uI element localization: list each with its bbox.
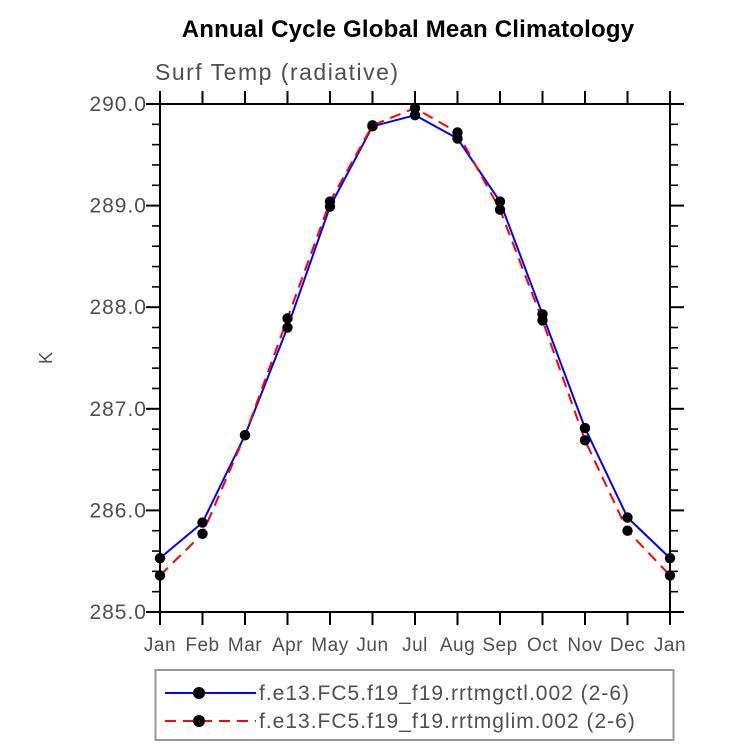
plot-frame: [159, 103, 671, 613]
series-1-line: [159, 107, 671, 577]
x-tick-label: Mar: [228, 635, 262, 656]
series-0-marker: [197, 517, 208, 528]
series-0-marker: [154, 552, 166, 564]
x-tick-label: Jul: [402, 635, 428, 656]
series-0-marker: [579, 422, 591, 434]
series-0-marker: [664, 552, 676, 564]
y-tick-label: 285.0: [89, 601, 147, 624]
y-tick-label: 286.0: [89, 499, 147, 522]
chart-title: Annual Cycle Global Mean Climatology: [182, 16, 635, 43]
legend-label-lim: f.e13.FC5.f19_f19.rrtmglim.002 (2-6): [259, 710, 636, 733]
x-tick-label: Jun: [356, 635, 388, 656]
x-tick-label: May: [311, 635, 348, 656]
series-1-marker: [537, 315, 548, 326]
y-tick-label: 288.0: [89, 296, 147, 319]
series-1-marker: [494, 204, 506, 215]
series-1-marker: [239, 430, 251, 441]
legend-entry-lim: f.e13.FC5.f19_f19.rrtmglim.002 (2-6): [165, 710, 636, 733]
y-tick-label: 287.0: [89, 398, 147, 421]
legend-box: [154, 669, 675, 741]
legend-marker-circle: [193, 687, 205, 699]
legend-marker-circle: [193, 715, 205, 727]
series-0-marker: [282, 322, 293, 333]
legend-entry-ctl: f.e13.FC5.f19_f19.rrtmgctl.002 (2-6): [165, 682, 630, 705]
series-0-marker: [494, 196, 506, 207]
series-0-marker: [622, 512, 633, 523]
legend: f.e13.FC5.f19_f19.rrtmgctl.002 (2-6) f.e…: [154, 669, 675, 741]
x-tick-label: Nov: [567, 635, 602, 656]
x-tick-label: Dec: [610, 635, 645, 656]
series-1-marker: [324, 196, 336, 207]
series-1-marker: [409, 102, 421, 114]
chart-subtitle: Surf Temp (radiative): [155, 59, 400, 85]
series-0-line: [159, 114, 671, 559]
series-1-marker: [154, 570, 166, 581]
y-axis-label: K: [36, 352, 56, 364]
x-tick-label: Aug: [440, 635, 475, 656]
series-1-marker: [579, 435, 591, 446]
legend-label-ctl: f.e13.FC5.f19_f19.rrtmgctl.002 (2-6): [259, 682, 630, 705]
y-tick-label: 289.0: [89, 195, 147, 218]
x-tick-label: Jan: [144, 635, 176, 656]
y-tick-label: 290.0: [89, 93, 147, 116]
series-1-marker: [197, 528, 208, 539]
x-tick-label: Apr: [272, 635, 303, 656]
x-tick-label: Jan: [654, 635, 686, 656]
series-1-marker: [664, 570, 676, 581]
series-1-marker: [452, 127, 463, 138]
series-0-marker: [409, 109, 421, 121]
x-tick-label: Sep: [482, 635, 517, 656]
x-tick-label: Feb: [185, 635, 219, 656]
series-1-marker: [622, 525, 633, 536]
series-1-marker: [282, 313, 293, 324]
x-tick-label: Oct: [527, 635, 558, 656]
series-1-marker: [367, 120, 378, 131]
plot-area: 285.0 286.0 287.0 288.0 289.0 290.0 Jan Feb Mar A…: [89, 91, 686, 656]
